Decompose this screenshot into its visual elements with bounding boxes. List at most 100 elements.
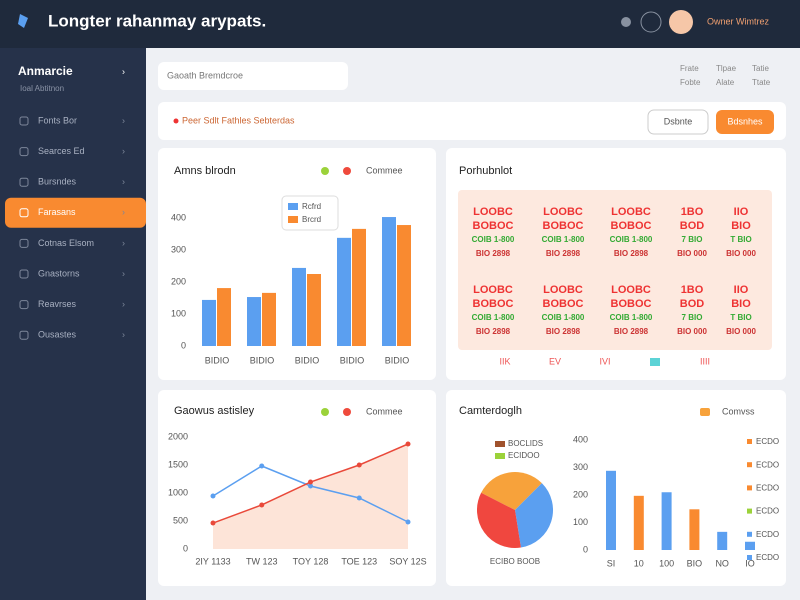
legend-dot (343, 167, 351, 175)
bar (202, 299, 216, 346)
area (213, 444, 408, 549)
settings-icon[interactable] (640, 11, 662, 33)
y-tick-label: 300 (171, 244, 186, 254)
heat-swatch (650, 358, 660, 366)
user-name[interactable]: Owner Wimtrez (707, 16, 770, 26)
nav-label[interactable]: Ousastes (38, 330, 77, 340)
tooltip (281, 195, 339, 231)
nav-label[interactable]: Cotnas Elsom (38, 238, 94, 248)
point (210, 493, 216, 499)
pie-slice (477, 492, 521, 549)
primary-button[interactable] (716, 110, 774, 134)
cell-text: LOOBC (611, 284, 651, 296)
cell-text: BIO 2898 (476, 249, 511, 258)
nav-label[interactable]: Reavrses (38, 299, 77, 309)
y-tick-label: 0 (583, 544, 588, 554)
legend-swatch (495, 453, 505, 459)
bar (633, 495, 644, 550)
secondary-button[interactable] (647, 109, 709, 135)
sidebar-subtitle: Ioal Abtitnon (20, 84, 64, 93)
legend-dot (321, 408, 329, 416)
x-tick-label: 2IY 1133 (195, 556, 230, 566)
chevron: › (122, 299, 125, 309)
bar (397, 225, 411, 346)
x-tick-label: 10 (634, 558, 644, 568)
top-link[interactable]: Fobte (680, 78, 701, 87)
nav-label[interactable]: Gnastorns (38, 268, 80, 278)
cell-text: BIO 2898 (546, 327, 581, 336)
x-tick-label: TW 123 (246, 556, 278, 566)
nav-icon (19, 147, 29, 157)
search-box[interactable] (158, 62, 348, 90)
cell-text: LOOBC (543, 284, 583, 296)
cell-text: LOOBC (543, 206, 583, 218)
bar (661, 492, 672, 550)
y-tick-label: 400 (573, 434, 588, 444)
sidebar-title: Anmarcie (18, 64, 73, 78)
cell-text: 7 BIO (682, 235, 703, 244)
cell-text: BOBOC (543, 298, 584, 310)
nav-label[interactable]: Fonts Bor (38, 115, 77, 125)
primary-button-label[interactable]: Bdsnhes (727, 116, 763, 126)
x-tick-label: IO (745, 558, 755, 568)
secondary-button-label[interactable]: Dsbnte (664, 116, 693, 126)
legend-dot (321, 167, 329, 175)
top-link[interactable]: Tatie (752, 64, 769, 73)
chevron: › (122, 177, 125, 187)
legend-label: Comvss (722, 406, 755, 416)
nav-label[interactable]: Farasans (38, 207, 76, 217)
nav-icon (19, 269, 29, 279)
tooltip-label: Brcrd (302, 215, 321, 224)
x-tick-label: TOY 128 (293, 556, 329, 566)
y-tick-label: 1000 (168, 487, 188, 497)
cell-text: T BIO (730, 313, 751, 322)
point (259, 502, 265, 508)
x-tick-label: SOY 12S (389, 556, 426, 566)
cell-text: BOBOC (543, 220, 584, 232)
x-tick-label: BIDIO (385, 355, 410, 365)
y-tick-label: 2000 (168, 431, 188, 441)
panel-title: Porhubnlot (459, 165, 512, 177)
legend-label: ECDO (756, 507, 779, 516)
cell-text: BOBOC (611, 220, 652, 232)
top-link[interactable]: Alate (716, 78, 735, 87)
search-placeholder[interactable]: Gaoath Bremdcroe (167, 70, 243, 80)
status-dot (173, 118, 179, 124)
cell-text: T BIO (730, 235, 751, 244)
top-link[interactable]: Ttate (752, 78, 771, 87)
chevron: › (122, 207, 125, 217)
chevron: › (122, 330, 125, 340)
x-tick-label: BIDIO (340, 355, 365, 365)
cell-text: BIO 000 (677, 327, 707, 336)
chevron: › (122, 66, 125, 76)
cell-text: BIO (731, 220, 751, 232)
nav-label[interactable]: Searces Ed (38, 146, 85, 156)
cell-text: BIO (731, 298, 751, 310)
bar (382, 217, 396, 346)
top-link[interactable]: Frate (680, 64, 699, 73)
cell-text: BIO 2898 (614, 327, 649, 336)
panel-title: Camterdoglh (459, 405, 522, 417)
nav-label[interactable]: Bursndes (38, 177, 77, 187)
legend-swatch (747, 531, 752, 537)
bar (745, 541, 755, 550)
toolbar (158, 102, 786, 140)
cell-text: LOOBC (473, 206, 513, 218)
tooltip-label: Rcfrd (302, 202, 321, 211)
legend-label: ECDO (756, 484, 779, 493)
nav-icon (19, 208, 29, 218)
x-tick-label: BIO (687, 558, 703, 568)
cell-text: 1BO (681, 284, 704, 296)
legend-label: Commee (366, 406, 403, 416)
notify-icon[interactable] (621, 17, 631, 27)
bar (352, 228, 366, 346)
legend-swatch (747, 485, 752, 491)
cell-text: BOD (680, 220, 705, 232)
top-link[interactable]: Tlpae (716, 64, 737, 73)
y-tick-label: 500 (173, 515, 188, 525)
cell-text: LOOBC (473, 284, 513, 296)
tooltip-swatch (288, 203, 298, 210)
legend-swatch (495, 441, 505, 447)
avatar[interactable] (669, 10, 693, 34)
